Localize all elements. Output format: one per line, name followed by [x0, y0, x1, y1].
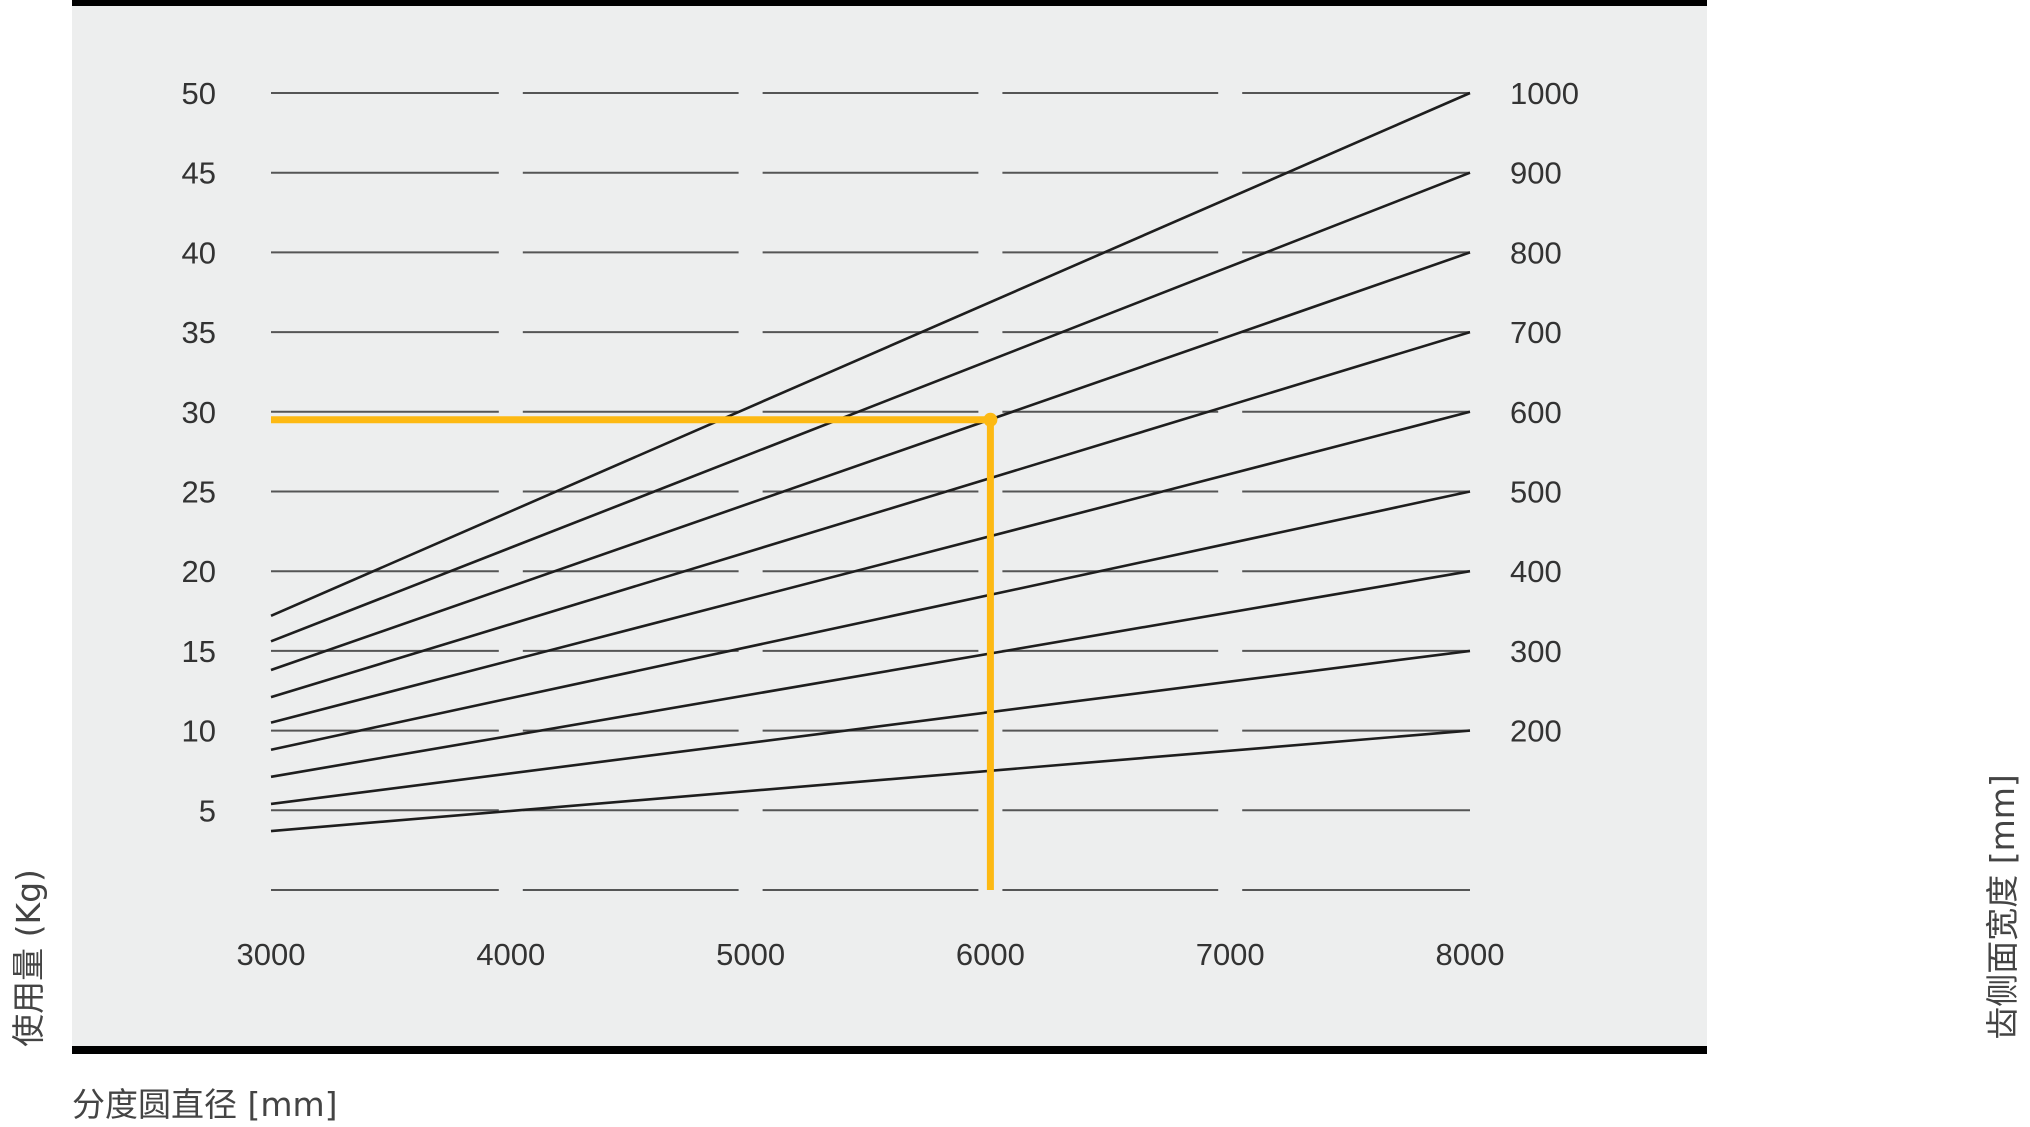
- y-tick-label: 40: [182, 235, 216, 270]
- y-tick-label: 5: [199, 793, 216, 828]
- y2-tick-label: 500: [1510, 475, 1562, 510]
- series-line-1000: [270, 91, 1471, 618]
- y-axis-title: 使用量 (Kg): [9, 869, 48, 1047]
- y2-axis-title: 齿侧面宽度 [mm]: [1983, 774, 2022, 1040]
- y-tick-label: 15: [182, 634, 216, 669]
- series-line-700: [270, 330, 1471, 699]
- y2-tick-label: 900: [1510, 156, 1562, 191]
- x-tick-label: 5000: [716, 937, 785, 972]
- y2-tick-label: 400: [1510, 554, 1562, 589]
- plot-panel: [72, 0, 1707, 1054]
- y-tick-label: 25: [182, 475, 216, 510]
- y2-tick-label: 600: [1510, 395, 1562, 430]
- y-tick-label: 50: [182, 76, 216, 111]
- series-line-800: [270, 251, 1471, 672]
- y2-tick-label: 700: [1510, 315, 1562, 350]
- bottom-border: [72, 1046, 1707, 1054]
- series-line-300: [270, 649, 1471, 806]
- y2-tick-label: 300: [1510, 634, 1562, 669]
- x-tick-label: 7000: [1196, 937, 1265, 972]
- series-line-500: [270, 490, 1471, 751]
- x-tick-label: 6000: [956, 937, 1025, 972]
- highlight-point: [983, 412, 998, 427]
- series-line-600: [270, 410, 1471, 724]
- y-tick-label: 10: [182, 714, 216, 749]
- x-tick-label: 8000: [1436, 937, 1505, 972]
- y-tick-label: 20: [182, 554, 216, 589]
- y2-tick-label: 800: [1510, 235, 1562, 270]
- top-border: [72, 0, 1707, 6]
- x-tick-label: 4000: [476, 937, 545, 972]
- series-line-400: [270, 569, 1471, 779]
- y-tick-label: 35: [182, 315, 216, 350]
- x-axis-title: 分度圆直径 [mm]: [72, 1085, 338, 1124]
- series-line-200: [270, 729, 1471, 833]
- y-tick-label: 30: [182, 395, 216, 430]
- series-line-900: [270, 171, 1471, 643]
- y-tick-label: 45: [182, 156, 216, 191]
- x-tick-label: 3000: [237, 937, 306, 972]
- y2-tick-label: 1000: [1510, 76, 1579, 111]
- y2-tick-label: 200: [1510, 714, 1562, 749]
